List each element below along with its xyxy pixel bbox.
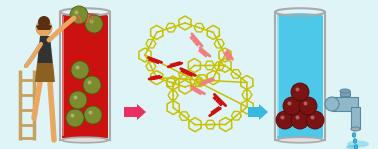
Circle shape (70, 6, 88, 24)
Bar (188, 72, 193, 77)
Bar (156, 75, 161, 79)
Polygon shape (277, 16, 323, 138)
Bar (192, 38, 198, 44)
Circle shape (83, 76, 101, 94)
Bar (205, 79, 210, 84)
Circle shape (296, 115, 299, 119)
Polygon shape (62, 16, 108, 138)
Ellipse shape (277, 137, 323, 143)
Circle shape (280, 115, 285, 119)
Circle shape (325, 97, 339, 111)
Circle shape (36, 20, 52, 36)
Circle shape (38, 16, 50, 28)
Bar (215, 98, 221, 104)
Ellipse shape (351, 127, 360, 131)
Bar (198, 48, 204, 53)
Circle shape (88, 111, 93, 114)
Circle shape (310, 115, 314, 119)
Polygon shape (37, 36, 53, 65)
Bar (189, 35, 195, 41)
Bar (223, 51, 229, 56)
FancyArrow shape (248, 104, 268, 120)
Bar (332, 97, 358, 111)
Ellipse shape (347, 141, 369, 148)
Circle shape (76, 66, 79, 69)
Ellipse shape (354, 145, 358, 149)
Bar (197, 90, 203, 95)
Bar (226, 55, 231, 61)
Bar (155, 59, 160, 64)
Ellipse shape (353, 139, 357, 143)
Bar (173, 62, 178, 67)
Bar (216, 106, 221, 111)
Circle shape (291, 83, 309, 101)
Ellipse shape (340, 89, 350, 93)
Circle shape (283, 97, 301, 115)
Circle shape (66, 109, 84, 127)
Circle shape (304, 101, 307, 105)
Circle shape (306, 111, 324, 129)
Bar (218, 101, 224, 107)
Circle shape (296, 87, 299, 91)
Polygon shape (36, 22, 52, 30)
Circle shape (73, 96, 77, 100)
Bar (148, 57, 153, 62)
Bar (212, 95, 218, 101)
FancyArrow shape (124, 104, 146, 120)
Circle shape (299, 97, 317, 115)
Bar (208, 77, 214, 83)
Bar (195, 41, 200, 47)
Circle shape (87, 80, 91, 84)
Ellipse shape (352, 133, 356, 137)
Bar (152, 58, 157, 63)
Bar (351, 107, 360, 129)
Circle shape (74, 10, 79, 14)
Bar (191, 86, 196, 92)
Circle shape (85, 15, 103, 33)
Bar (340, 91, 350, 96)
Bar (177, 61, 181, 66)
Bar (153, 75, 158, 80)
Ellipse shape (346, 145, 358, 149)
Polygon shape (35, 63, 55, 82)
Ellipse shape (277, 13, 323, 19)
Ellipse shape (62, 13, 108, 19)
Bar (213, 108, 218, 113)
Bar (150, 76, 155, 80)
Bar (210, 110, 216, 115)
Circle shape (84, 106, 102, 124)
Ellipse shape (62, 137, 108, 143)
Bar (203, 52, 209, 58)
Circle shape (291, 111, 309, 129)
Bar (225, 53, 230, 58)
Bar (181, 68, 186, 74)
Circle shape (90, 20, 93, 23)
Circle shape (288, 101, 291, 105)
Bar (194, 88, 200, 93)
Circle shape (71, 114, 74, 117)
Bar (200, 50, 206, 56)
Circle shape (69, 91, 87, 109)
Circle shape (276, 111, 294, 129)
Bar (170, 63, 175, 68)
Bar (184, 70, 190, 75)
Bar (202, 80, 207, 85)
Circle shape (71, 61, 89, 79)
